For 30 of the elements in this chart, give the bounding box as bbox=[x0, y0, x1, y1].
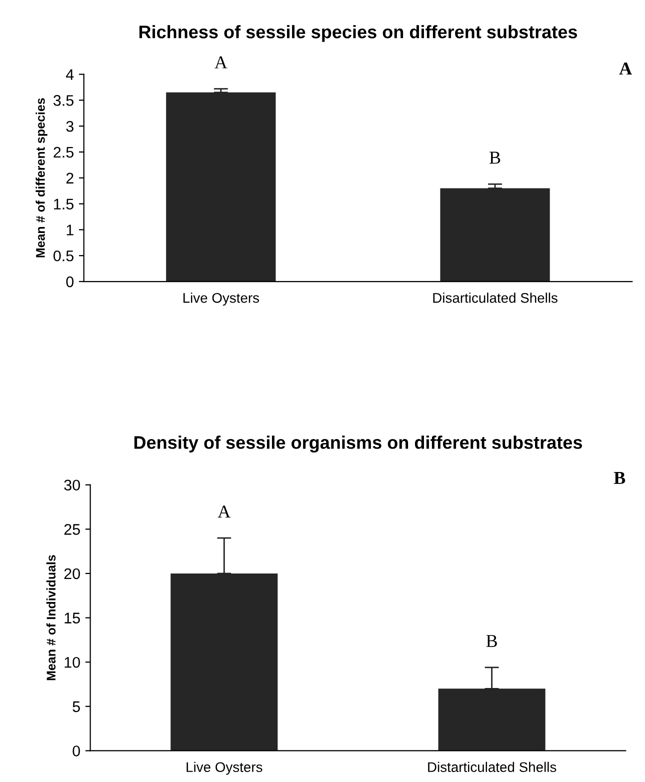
annotation: B bbox=[490, 152, 500, 164]
y-tick-label: 1 bbox=[66, 224, 74, 236]
text: B bbox=[614, 472, 626, 484]
y-tick-label: 1.5 bbox=[54, 198, 74, 210]
x-tick-label: Live Oysters bbox=[183, 292, 260, 306]
y-tick-label: 4 bbox=[66, 69, 74, 80]
y-tick-label: 2 bbox=[66, 172, 74, 184]
y-tick-label: 2.5 bbox=[54, 146, 74, 158]
y-tick-label: 5 bbox=[72, 701, 80, 712]
y-tick-label: 10 bbox=[64, 656, 80, 668]
chart-title: Richness of sessile species on different substrates bbox=[139, 25, 578, 42]
chart-title: Density of sessile organisms on different substrates bbox=[134, 436, 582, 453]
y-tick-label: 15 bbox=[64, 612, 80, 624]
y-tick-label: 0.5 bbox=[53, 250, 74, 262]
y-tick-label: 30 bbox=[64, 480, 80, 491]
annotation: A bbox=[619, 62, 632, 74]
x-tick-label: Live Oysters bbox=[186, 762, 262, 775]
y-tick-label: 3 bbox=[66, 120, 74, 132]
x-tick-label: Distarticulated Shells bbox=[428, 762, 556, 772]
x-tick-label: Disarticulated Shells bbox=[433, 292, 558, 303]
text: A bbox=[214, 56, 228, 68]
y-tick-label: 0 bbox=[66, 276, 74, 288]
annotation: A bbox=[218, 506, 231, 518]
annotation: B bbox=[486, 635, 497, 647]
y-tick-label: 3.5 bbox=[53, 95, 74, 106]
y-axis-title: Mean # of different species bbox=[36, 98, 48, 258]
y-tick-label: 0 bbox=[72, 746, 80, 756]
y-tick-label: 20 bbox=[64, 568, 80, 580]
y-axis-title: Mean # of Individuals bbox=[46, 555, 56, 680]
y-tick-label: 25 bbox=[64, 524, 80, 535]
